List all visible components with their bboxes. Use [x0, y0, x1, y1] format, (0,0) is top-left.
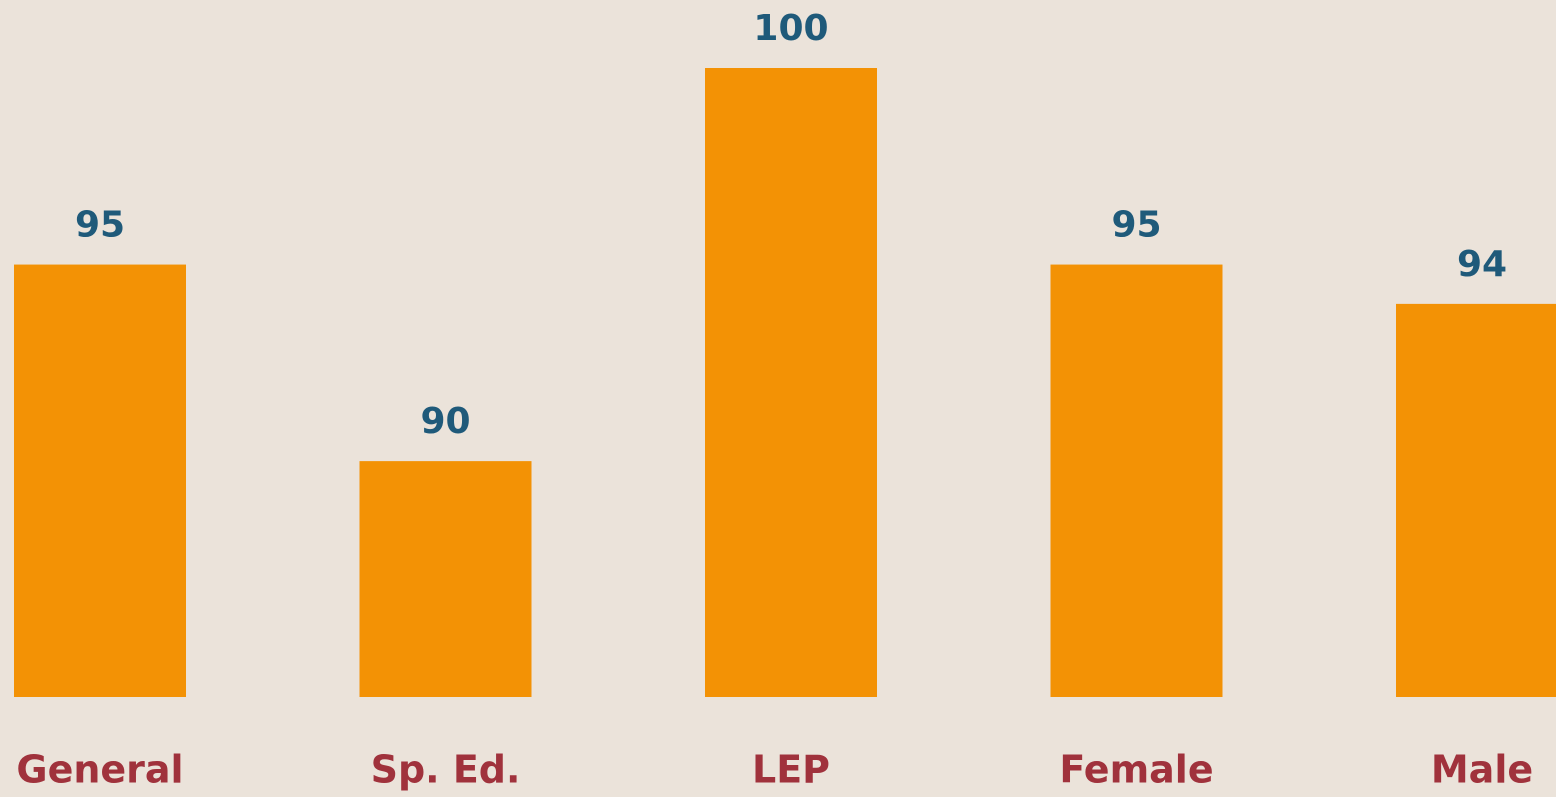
bar — [14, 264, 186, 697]
x-tick-label: Female — [1059, 748, 1213, 792]
value-label: 90 — [420, 401, 470, 442]
bar — [1050, 264, 1223, 697]
value-label: 95 — [75, 205, 125, 246]
bar — [359, 461, 532, 697]
x-tick-label: Sp. Ed. — [371, 748, 521, 792]
x-tick-label: General — [16, 748, 183, 792]
value-label: 94 — [1457, 244, 1507, 285]
x-tick-label: LEP — [752, 748, 830, 792]
value-label: 100 — [753, 8, 828, 49]
bar — [1396, 303, 1556, 697]
x-tick-label: Male — [1431, 748, 1533, 792]
value-label: 95 — [1111, 205, 1161, 246]
bar — [705, 68, 877, 697]
